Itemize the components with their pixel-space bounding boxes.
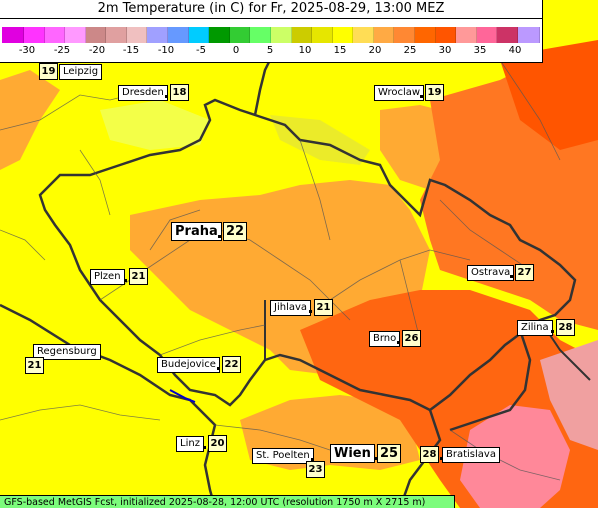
- legend-tick: 20: [368, 45, 382, 56]
- legend-swatch: [106, 27, 127, 43]
- temp-badge-linz: 20: [208, 435, 227, 452]
- legend-tick: 35: [473, 45, 487, 56]
- legend-tick: -5: [196, 45, 206, 56]
- city-label-wien: Wien: [330, 444, 375, 463]
- legend-swatch: [24, 27, 45, 43]
- city-marker-ostrava: [510, 275, 513, 278]
- legend-swatch: [332, 27, 354, 43]
- city-marker-brno: [397, 341, 400, 344]
- city-marker-jihlava: [309, 310, 312, 313]
- city-label-plzen: Plzen: [90, 269, 125, 285]
- legend-swatch: [85, 27, 107, 43]
- temp-badge-budejovice: 22: [222, 356, 241, 373]
- forecast-info-footer: GFS-based MetGIS Fcst, initialized 2025-…: [0, 495, 455, 508]
- city-marker-plzen: [124, 279, 127, 282]
- legend-swatch: [2, 27, 24, 43]
- legend-swatch: [168, 27, 189, 43]
- temp-badge-wroclaw: 19: [425, 84, 444, 101]
- legend-tick: 10: [298, 45, 312, 56]
- city-label-zilina: Zilina: [517, 320, 553, 336]
- legend-ticks: -30 -25 -20 -15 -10 -5 0 5 10 15 20 25 3…: [0, 45, 542, 59]
- legend-swatch: [312, 27, 333, 43]
- city-marker-budejovice: [217, 367, 220, 370]
- legend-color-bar: [2, 27, 540, 43]
- temp-badge-zilina: 28: [556, 319, 575, 336]
- city-marker-zilina: [551, 330, 554, 333]
- temp-badge-praha: 22: [223, 222, 247, 241]
- legend-swatch: [435, 27, 457, 43]
- legend-swatch: [250, 27, 271, 43]
- map-title: 2m Temperature (in C) for Fr, 2025-08-29…: [97, 1, 445, 16]
- city-label-regensburg: Regensburg: [33, 344, 101, 360]
- legend-swatch: [497, 27, 518, 43]
- city-marker-linz: [203, 446, 206, 449]
- legend-swatch: [65, 27, 86, 43]
- temp-badge-st-poelten: 23: [306, 461, 325, 478]
- title-bar: 2m Temperature (in C) for Fr, 2025-08-29…: [0, 0, 543, 19]
- city-marker-wroclaw: [420, 95, 423, 98]
- legend-swatch: [353, 27, 374, 43]
- temp-badge-wien: 25: [377, 444, 401, 463]
- legend-swatch: [147, 27, 169, 43]
- legend-swatch: [456, 27, 477, 43]
- legend-tick: 15: [333, 45, 347, 56]
- legend-swatch: [291, 27, 313, 43]
- legend-swatch: [44, 27, 66, 43]
- temp-badge-ostrava: 27: [515, 264, 534, 281]
- city-label-praha: Praha: [171, 222, 222, 241]
- legend-tick: -20: [88, 45, 106, 56]
- legend-tick: -10: [157, 45, 175, 56]
- temp-badge-leipzig: 19: [39, 63, 58, 80]
- legend-swatch: [373, 27, 395, 43]
- legend-tick: 25: [403, 45, 417, 56]
- city-label-brno: Brno: [369, 331, 401, 347]
- legend-tick: 30: [438, 45, 452, 56]
- city-marker-bratislava: [440, 457, 443, 460]
- city-marker-wien: [374, 457, 377, 460]
- city-label-bratislava: Bratislava: [442, 447, 500, 463]
- legend-tick: 40: [508, 45, 522, 56]
- legend-tick: -15: [122, 45, 140, 56]
- legend-tick: -25: [53, 45, 71, 56]
- city-label-dresden: Dresden: [118, 85, 168, 101]
- city-label-st-poelten: St. Poelten: [252, 448, 314, 464]
- legend-swatch: [229, 27, 251, 43]
- temp-badge-plzen: 21: [129, 268, 148, 285]
- temp-badge-brno: 26: [402, 330, 421, 347]
- temp-badge-regensburg: 21: [25, 357, 44, 374]
- city-label-budejovice: Budejovice: [157, 357, 220, 373]
- legend-tick: -30: [18, 45, 36, 56]
- city-marker-dresden: [165, 95, 168, 98]
- legend-swatch: [126, 27, 148, 43]
- legend-swatch: [476, 27, 498, 43]
- city-marker-st-poelten: [311, 458, 314, 461]
- legend-swatch: [188, 27, 210, 43]
- legend-swatch: [394, 27, 415, 43]
- temp-badge-jihlava: 21: [314, 299, 333, 316]
- legend-swatch: [517, 27, 540, 43]
- temp-badge-dresden: 18: [170, 84, 189, 101]
- city-label-linz: Linz: [176, 436, 204, 452]
- city-label-ostrava: Ostrava: [467, 265, 515, 281]
- legend-tick: 0: [232, 45, 240, 56]
- city-label-leipzig: Leipzig: [59, 64, 103, 80]
- legend-tick: 5: [266, 45, 274, 56]
- city-label-jihlava: Jihlava: [270, 300, 312, 316]
- legend-swatch: [209, 27, 230, 43]
- city-label-wroclaw: Wroclaw: [374, 85, 425, 101]
- color-legend: -30 -25 -20 -15 -10 -5 0 5 10 15 20 25 3…: [0, 19, 543, 63]
- city-marker-praha: [218, 235, 221, 238]
- temp-badge-bratislava: 28: [420, 446, 439, 463]
- legend-swatch: [414, 27, 436, 43]
- legend-swatch: [270, 27, 292, 43]
